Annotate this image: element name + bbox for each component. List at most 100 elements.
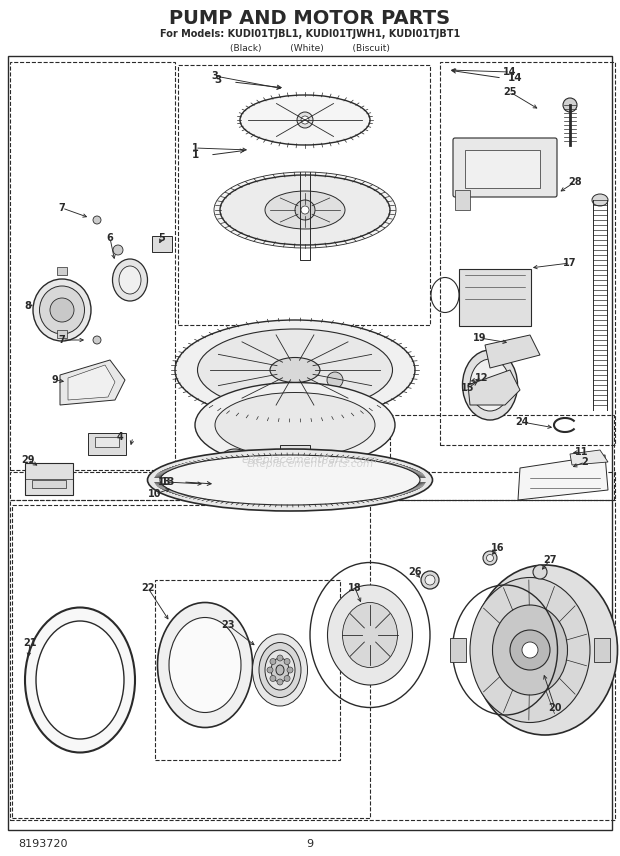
Text: 14: 14 — [508, 73, 522, 83]
Ellipse shape — [160, 455, 420, 505]
Circle shape — [510, 630, 550, 670]
Ellipse shape — [470, 578, 590, 722]
Ellipse shape — [487, 555, 494, 562]
Bar — [57, 267, 67, 275]
Text: 7: 7 — [59, 335, 65, 345]
Ellipse shape — [563, 98, 577, 112]
Ellipse shape — [215, 393, 375, 457]
Text: 5: 5 — [159, 233, 166, 243]
Ellipse shape — [175, 320, 415, 420]
Polygon shape — [518, 455, 608, 500]
Text: 16: 16 — [491, 543, 505, 553]
Text: 1: 1 — [192, 143, 198, 153]
Ellipse shape — [259, 643, 301, 698]
Ellipse shape — [265, 650, 295, 690]
Ellipse shape — [271, 658, 289, 682]
Ellipse shape — [119, 266, 141, 294]
Ellipse shape — [592, 194, 608, 206]
Bar — [57, 330, 67, 338]
Text: (Black)          (White)          (Biscuit): (Black) (White) (Biscuit) — [230, 44, 390, 52]
Text: 24: 24 — [515, 417, 529, 427]
Ellipse shape — [472, 565, 618, 735]
Ellipse shape — [276, 665, 284, 675]
Ellipse shape — [36, 621, 124, 739]
Bar — [465, 150, 540, 188]
Ellipse shape — [195, 383, 395, 467]
Ellipse shape — [112, 259, 148, 301]
Circle shape — [50, 298, 74, 322]
Ellipse shape — [270, 358, 320, 383]
Polygon shape — [60, 360, 125, 405]
Text: 10: 10 — [148, 489, 162, 499]
Text: 26: 26 — [408, 567, 422, 577]
Circle shape — [270, 658, 276, 664]
Circle shape — [284, 658, 290, 664]
Ellipse shape — [220, 175, 390, 245]
Bar — [280, 445, 310, 480]
Circle shape — [270, 675, 276, 681]
Bar — [10, 472, 615, 500]
Ellipse shape — [33, 279, 91, 341]
Ellipse shape — [214, 172, 396, 248]
Text: 9: 9 — [306, 839, 314, 849]
Circle shape — [93, 336, 101, 344]
Circle shape — [301, 206, 309, 214]
Bar — [440, 62, 615, 445]
Text: eReplacementParts.com: eReplacementParts.com — [246, 459, 374, 469]
Polygon shape — [468, 370, 520, 405]
Bar — [32, 480, 66, 488]
Text: PUMP AND MOTOR PARTS: PUMP AND MOTOR PARTS — [169, 9, 451, 27]
Text: 28: 28 — [568, 177, 582, 187]
Ellipse shape — [169, 617, 241, 712]
Circle shape — [297, 112, 313, 128]
Circle shape — [284, 675, 290, 681]
Bar — [10, 500, 615, 820]
Text: 13: 13 — [158, 477, 172, 487]
Text: For Models: KUDI01TJBL1, KUDI01TJWH1, KUDI01TJBT1: For Models: KUDI01TJBL1, KUDI01TJWH1, KU… — [160, 29, 460, 39]
Circle shape — [277, 655, 283, 661]
Polygon shape — [485, 335, 540, 368]
Text: 18: 18 — [348, 583, 362, 593]
Ellipse shape — [265, 191, 345, 229]
Circle shape — [93, 216, 101, 224]
Circle shape — [277, 679, 283, 685]
Ellipse shape — [425, 575, 435, 585]
Text: eReplacementParts.com: eReplacementParts.com — [242, 455, 378, 465]
Text: 15: 15 — [461, 383, 475, 393]
Text: 17: 17 — [563, 258, 577, 268]
Bar — [88, 433, 126, 455]
Text: 23: 23 — [221, 620, 235, 630]
Ellipse shape — [342, 603, 397, 668]
Bar — [455, 190, 470, 210]
Circle shape — [267, 667, 273, 673]
Polygon shape — [570, 450, 608, 465]
Ellipse shape — [220, 449, 250, 471]
Text: 1: 1 — [192, 150, 198, 160]
Text: 9: 9 — [51, 375, 58, 385]
Circle shape — [301, 116, 309, 124]
Ellipse shape — [421, 571, 439, 589]
Bar — [155, 580, 340, 760]
Bar — [152, 236, 172, 252]
Text: 12: 12 — [476, 373, 489, 383]
Bar — [25, 463, 73, 495]
Circle shape — [327, 372, 343, 388]
Text: 2: 2 — [582, 457, 588, 467]
Text: 8193720: 8193720 — [18, 839, 68, 849]
Ellipse shape — [240, 95, 370, 145]
Ellipse shape — [470, 359, 510, 411]
Ellipse shape — [327, 585, 412, 685]
Text: 14: 14 — [503, 67, 516, 77]
Bar — [450, 638, 466, 662]
Bar — [12, 505, 370, 818]
Text: 7: 7 — [59, 203, 65, 213]
Ellipse shape — [40, 286, 84, 334]
Ellipse shape — [157, 603, 252, 728]
Text: 19: 19 — [473, 333, 487, 343]
Text: 4: 4 — [117, 432, 123, 442]
Text: 8: 8 — [25, 301, 32, 311]
Ellipse shape — [252, 634, 308, 706]
Text: 25: 25 — [503, 87, 516, 97]
Text: 6: 6 — [107, 233, 113, 243]
Text: 27: 27 — [543, 555, 557, 565]
